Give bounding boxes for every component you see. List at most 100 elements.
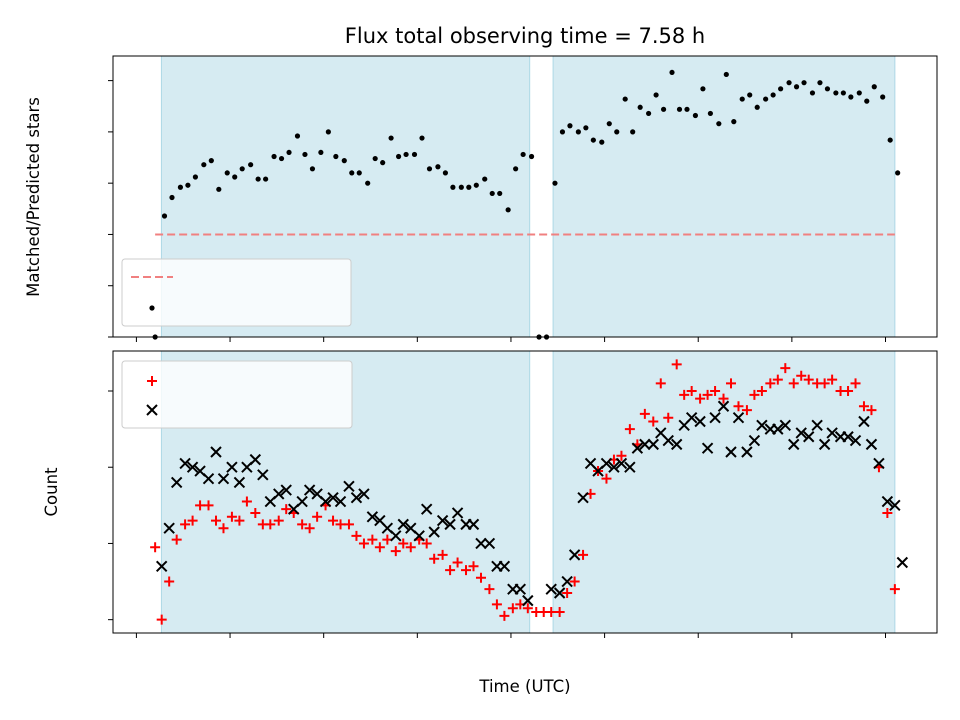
matched-star-point [827,374,838,385]
matched-star-point [718,393,729,404]
measurement-point [232,174,238,180]
matched-star-point [218,523,229,534]
measurement-point [356,170,362,176]
predicted-star-point [577,492,589,504]
predicted-star-point [741,446,753,458]
matched-star-point [569,576,580,587]
predicted-star-point [522,594,534,607]
bottom-shaded-span-1 [553,351,895,633]
measurement-point [473,182,479,188]
measurement-point [778,86,784,92]
measurement-point [208,158,214,164]
matched-star-point [180,519,191,530]
measurement-point [349,170,355,176]
measurement-point [450,184,456,190]
predicted-star-point [202,472,215,485]
matched-star-point [749,389,760,400]
predicted-star-point [631,442,644,454]
measurement-point [309,166,316,172]
measurement-point [684,106,690,112]
predicted-star-point [694,415,706,428]
measurement-point [848,94,854,100]
measurement-point [676,106,683,112]
measurement-point [793,84,800,90]
predicted-star-point [662,434,674,447]
measurement-point [466,184,472,190]
measurement-point [239,166,245,172]
measurement-point [770,92,776,98]
matched-star-point [866,405,877,416]
legend-matched-swatch [147,376,157,386]
measurement-point [864,98,870,104]
predicted-star-point [413,530,425,542]
predicted-star-point [624,461,636,473]
matched-star-point [150,542,161,553]
measurement-point [707,110,714,117]
measurement-point [723,71,729,78]
matched-star-point [164,576,175,587]
measurement-point [248,162,254,168]
predicted-star-point [772,423,784,435]
predicted-star-point [257,469,269,481]
matched-star-point [601,473,612,484]
matched-star-point [686,386,697,397]
matched-star-point [796,370,807,381]
measurement-point [871,84,877,90]
matched-star-point [304,523,315,534]
predicted-star-point [444,518,456,531]
matched-star-point [211,515,221,526]
measurement-point [505,207,511,213]
predicted-star-point [303,484,316,496]
measurement-point [559,129,566,135]
predicted-star-point [233,476,246,489]
matched-star-point [803,374,814,385]
matched-star-point [241,496,252,507]
measurement-point [817,80,823,86]
measurement-point [833,90,839,96]
predicted-star-point [553,587,566,599]
matched-star-point [234,515,245,526]
predicted-star-point [420,503,433,515]
matched-star-point [156,614,167,625]
measurement-point [700,86,706,92]
bottom-legend-box [121,360,353,429]
matched-star-point [562,587,573,598]
predicted-star-point [600,457,613,470]
measurement-point [637,104,643,110]
matched-star-point [624,424,635,435]
bottom-legend [121,360,353,429]
matched-star-point [889,584,900,595]
matched-star-point [468,561,479,572]
top-y-axis-label: Matched/Predicted stars [24,97,43,297]
predicted-star-point [889,499,901,512]
matched-star-point [663,412,674,423]
matched-star-point [741,405,752,416]
measurement-point [388,135,394,141]
measurement-point [395,153,402,160]
predicted-star-point [788,438,800,451]
measurement-point [731,119,737,125]
measurement-point [786,80,792,86]
predicted-star-point [639,438,651,451]
measurement-point [669,69,675,76]
measurement-point [161,213,168,219]
matched-star-point [273,515,284,526]
matched-star-point [367,534,378,545]
matched-star-point [780,363,791,374]
predicted-star-point [670,438,683,451]
measurement-point [754,104,760,110]
predicted-star-point [803,431,815,443]
matched-star-point [445,565,456,576]
matched-star-point [358,538,369,549]
predicted-star-point [428,526,440,538]
predicted-star-point [849,434,862,447]
predicted-star-point [343,480,355,492]
predicted-star-point [717,400,730,412]
measurement-point [341,158,347,164]
measurement-point [286,149,292,156]
matched-star-point [710,386,721,397]
matched-star-point [484,584,495,595]
predicted-star-point [545,583,557,595]
measurement-point [302,151,308,158]
matched-star-point [507,603,518,614]
